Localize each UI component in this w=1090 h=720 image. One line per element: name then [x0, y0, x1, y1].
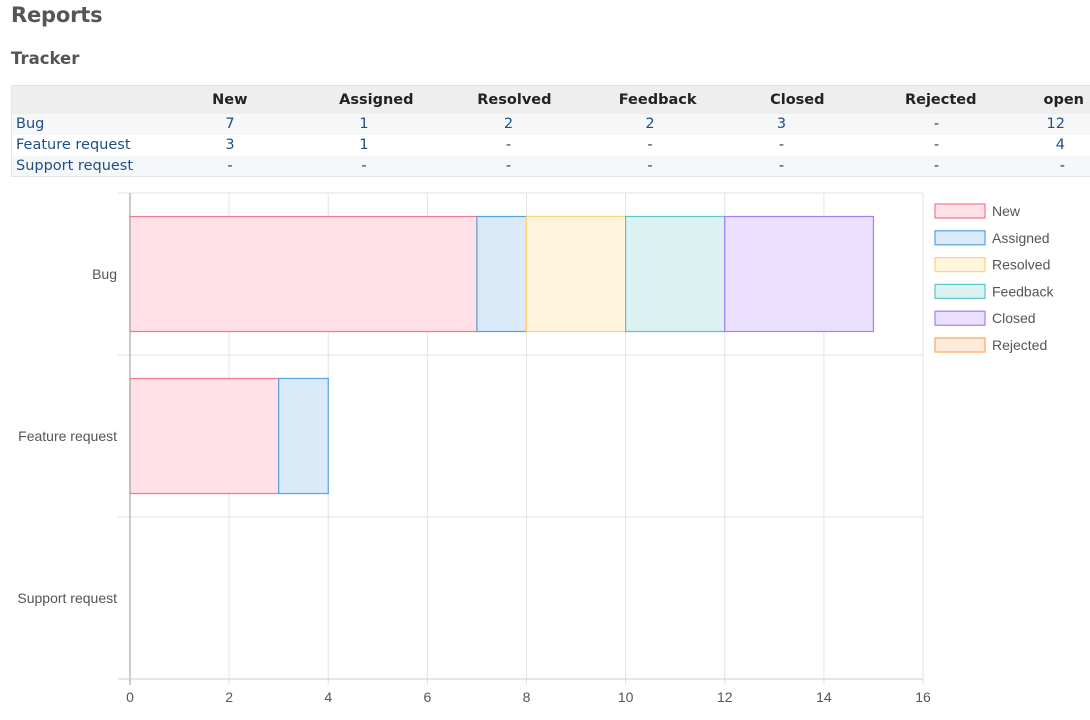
legend-label-resolved: Resolved	[992, 257, 1050, 273]
count-link[interactable]: 1	[359, 137, 368, 153]
bar-new-bug	[130, 216, 477, 331]
row-name-bug[interactable]: Bug	[12, 114, 187, 135]
count-link[interactable]: 4	[1056, 137, 1065, 153]
table-row: Feature request 3 1 - - - - 4	[12, 135, 1090, 156]
bar-new-feature-request	[130, 378, 279, 493]
tracker-link-bug[interactable]: Bug	[16, 116, 44, 132]
legend-label-closed: Closed	[992, 310, 1036, 326]
legend-swatch-new	[935, 204, 985, 218]
category-label: Support request	[17, 590, 117, 606]
bar-assigned-bug	[477, 216, 527, 331]
count-link[interactable]: 1	[359, 116, 368, 132]
x-tick-label: 2	[225, 689, 233, 705]
bar-resolved-bug	[527, 216, 626, 331]
count-cell: -	[703, 156, 831, 177]
column-header-open[interactable]: open	[983, 86, 1090, 114]
count-cell: -	[831, 156, 983, 177]
bar-closed-bug	[725, 216, 874, 331]
x-tick-label: 6	[423, 689, 431, 705]
count-link[interactable]: 12	[1047, 116, 1065, 132]
legend-label-rejected: Rejected	[992, 337, 1047, 353]
count-cell: -	[703, 135, 831, 156]
x-tick-label: 16	[915, 689, 931, 705]
count-cell: -	[187, 156, 254, 177]
legend-swatch-closed	[935, 311, 985, 325]
category-label: Bug	[92, 266, 117, 282]
column-header-assigned[interactable]: Assigned	[254, 86, 420, 114]
count-link[interactable]: 3	[777, 116, 786, 132]
table-header-row: New Assigned Resolved Feedback Closed Re…	[12, 86, 1090, 114]
count-link[interactable]: 7	[225, 116, 234, 132]
column-header-corner	[12, 86, 187, 114]
x-tick-label: 10	[618, 689, 634, 705]
count-link[interactable]: 3	[225, 137, 234, 153]
legend-swatch-rejected	[935, 338, 985, 352]
count-cell: -	[558, 156, 703, 177]
x-tick-label: 8	[523, 689, 531, 705]
tracker-report-table: New Assigned Resolved Feedback Closed Re…	[11, 85, 1090, 177]
section-title-tracker: Tracker	[11, 49, 79, 68]
x-tick-label: 14	[816, 689, 832, 705]
count-cell: -	[420, 135, 558, 156]
table-row: Bug 7 1 2 2 3 - 12	[12, 114, 1090, 135]
column-header-new[interactable]: New	[187, 86, 254, 114]
category-label: Feature request	[18, 428, 117, 444]
column-header-closed[interactable]: Closed	[703, 86, 831, 114]
column-header-feedback[interactable]: Feedback	[558, 86, 703, 114]
page-title: Reports	[11, 3, 102, 27]
tracker-link-support-request[interactable]: Support request	[16, 158, 133, 174]
chart-legend: New Assigned Resolved Feedback Closed Rejecte…	[935, 203, 1054, 353]
x-tick-label: 4	[324, 689, 332, 705]
x-tick-label: 12	[717, 689, 733, 705]
count-cell: -	[831, 114, 983, 135]
legend-label-assigned: Assigned	[992, 230, 1050, 246]
legend-swatch-feedback	[935, 284, 985, 298]
column-header-resolved[interactable]: Resolved	[420, 86, 558, 114]
count-cell: -	[254, 156, 420, 177]
x-tick-label: 0	[126, 689, 134, 705]
count-cell: -	[558, 135, 703, 156]
count-cell: -	[420, 156, 558, 177]
column-header-rejected[interactable]: Rejected	[831, 86, 983, 114]
bar-feedback-bug	[626, 216, 725, 331]
count-link[interactable]: 2	[504, 116, 513, 132]
stacked-bar-chart: Bug Feature request Support request 0 2 4 6 8 10…	[0, 180, 1090, 716]
legend-label-feedback: Feedback	[992, 283, 1054, 299]
legend-label-new: New	[992, 203, 1021, 219]
row-name-support-request[interactable]: Support request	[12, 156, 187, 177]
count-cell: -	[831, 135, 983, 156]
legend-swatch-assigned	[935, 231, 985, 245]
bar-assigned-feature-request	[279, 378, 329, 493]
row-name-feature-request[interactable]: Feature request	[12, 135, 187, 156]
table-row: Support request - - - - - - -	[12, 156, 1090, 177]
tracker-link-feature-request[interactable]: Feature request	[16, 137, 131, 153]
tracker-chart: Bug Feature request Support request 0 2 4 6 8 10…	[0, 180, 1090, 716]
count-link[interactable]: 2	[645, 116, 654, 132]
legend-swatch-resolved	[935, 258, 985, 272]
count-cell: -	[983, 156, 1090, 177]
